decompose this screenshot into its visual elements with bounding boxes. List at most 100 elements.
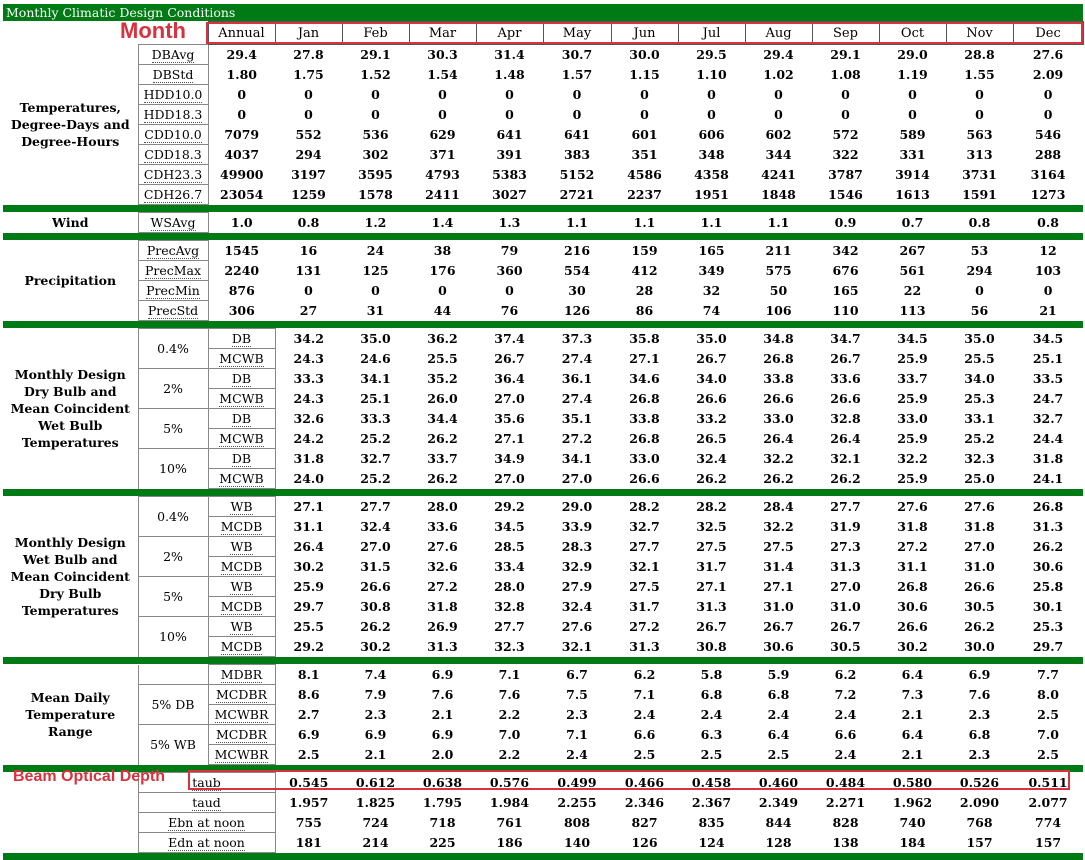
value-cell: 32.6 xyxy=(409,557,476,577)
code-cdh233-text: CDH23.3 xyxy=(144,167,202,183)
value-cell: 30.1 xyxy=(1013,597,1083,617)
value-cell: 2721 xyxy=(543,185,611,205)
value-cell: 25.9 xyxy=(879,429,946,449)
value-cell: 26.7 xyxy=(812,349,879,369)
section-divider xyxy=(3,233,1083,241)
value-cell: 26.7 xyxy=(678,617,745,637)
value-cell: 589 xyxy=(879,125,946,145)
value-cell: 25.5 xyxy=(275,617,342,637)
beam-optical-depth-annotation: Beam Optical Depth xyxy=(13,768,165,786)
value-cell: 26.2 xyxy=(745,469,812,489)
value-cell: 536 xyxy=(342,125,409,145)
value-cell: 31.3 xyxy=(611,637,678,657)
value-cell: 1.984 xyxy=(476,793,543,813)
value-cell: 26.6 xyxy=(879,617,946,637)
value-cell: 36.4 xyxy=(476,369,543,389)
value-cell: 3787 xyxy=(812,165,879,185)
value-cell: 27.4 xyxy=(543,349,611,369)
value-cell: 32.6 xyxy=(275,409,342,429)
value-cell: 0 xyxy=(1013,105,1083,125)
value-cell: 27.0 xyxy=(543,469,611,489)
value-cell: 29.7 xyxy=(1013,637,1083,657)
value-cell: 2.367 xyxy=(678,793,745,813)
value-cell: 7.9 xyxy=(342,685,409,705)
code-mcdb: MCDB xyxy=(208,557,275,577)
value-cell: 6.8 xyxy=(678,685,745,705)
percentile-label: 5% xyxy=(138,409,208,449)
value-cell: 2.3 xyxy=(946,745,1013,765)
value-cell: 1.3 xyxy=(476,213,543,233)
value-cell: 125 xyxy=(342,261,409,281)
column-header-sep: Sep xyxy=(812,22,879,45)
code-precmax: PrecMax xyxy=(138,261,208,281)
value-cell: 24.0 xyxy=(275,469,342,489)
value-cell: 33.7 xyxy=(879,369,946,389)
value-cell: 31.9 xyxy=(812,517,879,537)
value-cell: 29.0 xyxy=(879,45,946,65)
value-cell: 27.0 xyxy=(476,469,543,489)
value-cell: 25.5 xyxy=(409,349,476,369)
value-cell: 1951 xyxy=(678,185,745,205)
value-cell: 26.8 xyxy=(611,389,678,409)
code-hdd100: HDD10.0 xyxy=(138,85,208,105)
value-cell: 1545 xyxy=(208,241,275,261)
value-cell: 27.1 xyxy=(275,497,342,517)
value-cell: 31.3 xyxy=(409,637,476,657)
value-cell: 6.8 xyxy=(745,685,812,705)
code-edn-at-noon-text: Edn at noon xyxy=(168,835,245,851)
value-cell: 718 xyxy=(409,813,476,833)
value-cell: 113 xyxy=(879,301,946,321)
value-cell: 31.3 xyxy=(678,597,745,617)
value-cell: 313 xyxy=(946,145,1013,165)
value-cell: 768 xyxy=(946,813,1013,833)
section-divider xyxy=(3,205,1083,213)
value-cell: 7.4 xyxy=(342,665,409,685)
value-cell: 3731 xyxy=(946,165,1013,185)
value-cell: 12 xyxy=(1013,241,1083,261)
value-cell: 176 xyxy=(409,261,476,281)
value-cell: 774 xyxy=(1013,813,1083,833)
code-mcdb-text: MCDB xyxy=(221,519,263,535)
code-precstd-text: PrecStd xyxy=(148,303,198,319)
code-mcdb-text: MCDB xyxy=(221,599,263,615)
value-cell: 25.2 xyxy=(342,469,409,489)
value-cell: 6.4 xyxy=(745,725,812,745)
value-cell: 3595 xyxy=(342,165,409,185)
value-cell: 31.3 xyxy=(1013,517,1083,537)
value-cell: 31.0 xyxy=(946,557,1013,577)
value-cell: 27.6 xyxy=(879,497,946,517)
value-cell: 3164 xyxy=(1013,165,1083,185)
value-cell: 25.9 xyxy=(879,469,946,489)
code-db-text: DB xyxy=(232,331,251,347)
value-cell: 27.2 xyxy=(879,537,946,557)
value-cell: 7.0 xyxy=(476,725,543,745)
value-cell: 0 xyxy=(275,281,342,301)
value-cell: 34.9 xyxy=(476,449,543,469)
value-cell: 26.2 xyxy=(678,469,745,489)
green-divider xyxy=(3,489,1083,497)
code-wb-text: WB xyxy=(230,499,252,515)
value-cell: 31.1 xyxy=(879,557,946,577)
value-cell: 165 xyxy=(678,241,745,261)
value-cell: 0.612 xyxy=(342,773,409,793)
column-header-aug: Aug xyxy=(745,22,812,45)
temp-row: Temperatures, Degree-Days and Degree-Hou… xyxy=(3,45,1083,65)
value-cell: 38 xyxy=(409,241,476,261)
value-cell: 27.7 xyxy=(342,497,409,517)
value-cell: 0.7 xyxy=(879,213,946,233)
value-cell: 126 xyxy=(611,833,678,853)
value-cell: 2.349 xyxy=(745,793,812,813)
value-cell: 0 xyxy=(208,105,275,125)
value-cell: 7.0 xyxy=(1013,725,1083,745)
value-cell: 546 xyxy=(1013,125,1083,145)
range-group-label: 5% WB xyxy=(138,725,208,765)
value-cell: 30.2 xyxy=(879,637,946,657)
code-wb-text: WB xyxy=(230,619,252,635)
code-mcdb: MCDB xyxy=(208,637,275,657)
value-cell: 844 xyxy=(745,813,812,833)
value-cell: 606 xyxy=(678,125,745,145)
value-cell: 31.7 xyxy=(611,597,678,617)
